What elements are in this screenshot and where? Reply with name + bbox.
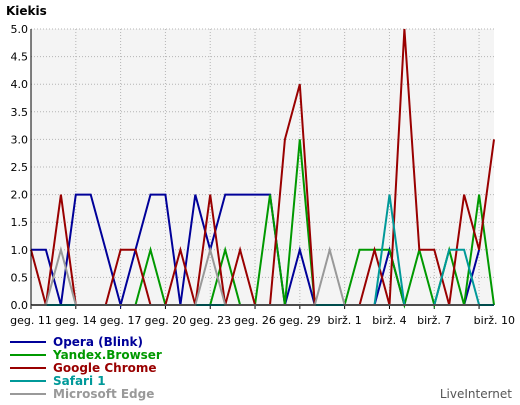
x-tick-label: geg. 26 bbox=[234, 314, 276, 327]
y-tick-label: 1.5 bbox=[11, 216, 29, 229]
x-tick-label: birž. 7 bbox=[417, 314, 451, 327]
x-tick-label: geg. 17 bbox=[100, 314, 142, 327]
y-tick-label: 0.0 bbox=[11, 299, 29, 312]
y-axis-title: Kiekis bbox=[6, 4, 47, 18]
y-tick-label: 3.0 bbox=[11, 133, 29, 146]
y-tick-label: 0.5 bbox=[11, 271, 29, 284]
grid bbox=[31, 28, 494, 305]
x-tick-label: geg. 29 bbox=[279, 314, 321, 327]
y-tick-label: 3.5 bbox=[11, 106, 29, 119]
x-tick-label: birž. 1 bbox=[327, 314, 361, 327]
y-tick-label: 2.5 bbox=[11, 161, 29, 174]
y-tick-label: 4.0 bbox=[11, 78, 29, 91]
y-tick-label: 5.0 bbox=[11, 23, 29, 36]
x-tick-label: geg. 23 bbox=[189, 314, 231, 327]
legend-label: Microsoft Edge bbox=[53, 387, 154, 401]
credit-label: LiveInternet bbox=[440, 387, 512, 401]
x-axis-ticks: geg. 11 geg. 14 geg. 17 geg. 20 geg. 23 geg. … bbox=[10, 305, 515, 327]
x-tick-label: birž. 10 bbox=[474, 314, 515, 327]
legend-label: Yandex.Browser bbox=[52, 348, 162, 362]
y-axis-ticks: 0.0 0.5 1.0 1.5 2.0 2.5 3.0 3.5 4.0 4.5 5.0 bbox=[11, 23, 29, 312]
x-tick-label: birž. 4 bbox=[372, 314, 406, 327]
x-tick-label: geg. 14 bbox=[55, 314, 97, 327]
legend-label: Google Chrome bbox=[53, 361, 157, 375]
legend-label: Opera (Blink) bbox=[53, 335, 143, 349]
x-tick-label: geg. 20 bbox=[145, 314, 187, 327]
y-tick-label: 2.0 bbox=[11, 189, 29, 202]
x-tick-label: geg. 11 bbox=[10, 314, 52, 327]
axes bbox=[30, 29, 494, 306]
legend-label: Safari 1 bbox=[53, 374, 106, 388]
y-tick-label: 1.0 bbox=[11, 244, 29, 257]
y-tick-label: 4.5 bbox=[11, 51, 29, 64]
